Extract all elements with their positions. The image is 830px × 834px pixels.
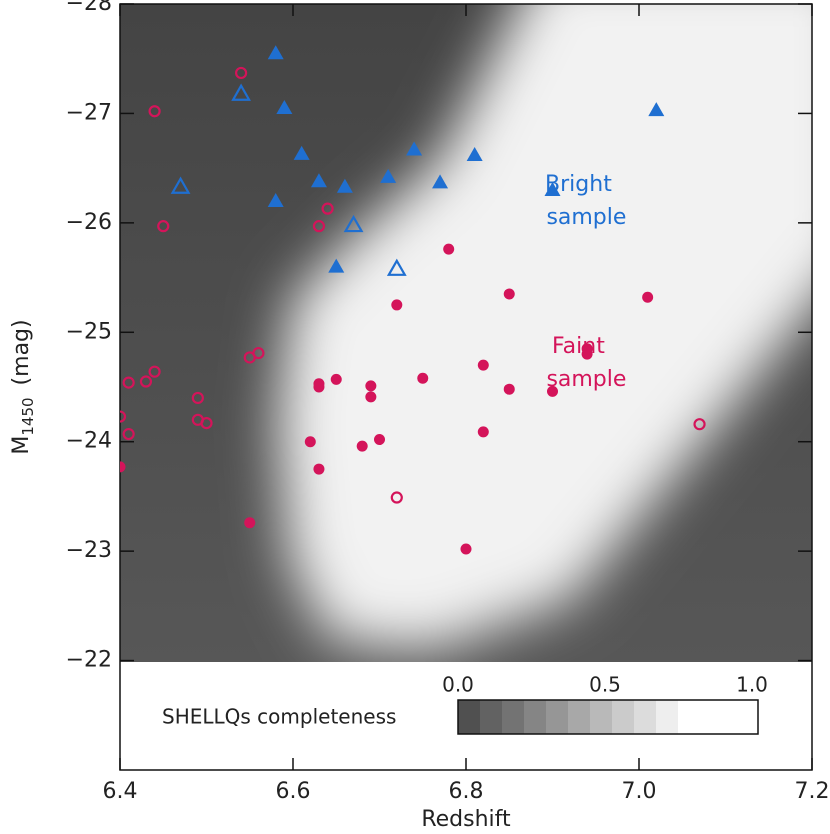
x-tick-label: 7.2 bbox=[795, 779, 830, 804]
circle-marker bbox=[122, 376, 135, 389]
colorbar-cell bbox=[458, 700, 481, 734]
circle-marker bbox=[547, 385, 558, 397]
colorbar-cell bbox=[700, 700, 723, 734]
colorbar-tick-label: 0.0 bbox=[442, 673, 474, 697]
y-label-unit: (mag) bbox=[9, 319, 34, 385]
circle-marker bbox=[148, 105, 161, 118]
circle-marker bbox=[477, 359, 489, 371]
triangle-marker bbox=[267, 45, 284, 60]
colorbar-cell bbox=[502, 700, 525, 734]
triangle-marker bbox=[336, 178, 353, 193]
circle-marker bbox=[374, 434, 385, 446]
triangle-marker bbox=[293, 145, 310, 160]
triangle-marker bbox=[328, 258, 345, 273]
circle-marker bbox=[391, 299, 403, 311]
completeness-map bbox=[120, 4, 812, 662]
x-tick-label: 7.0 bbox=[622, 779, 657, 804]
annotation: Faint bbox=[552, 334, 605, 359]
circle-marker bbox=[330, 373, 342, 385]
triangle-marker bbox=[432, 174, 449, 189]
y-tick-label: −22 bbox=[66, 648, 112, 673]
colorbar-cell bbox=[480, 700, 503, 734]
colorbar-tick-label: 1.0 bbox=[736, 673, 768, 697]
circle-marker bbox=[321, 202, 334, 215]
y-tick-label: −23 bbox=[66, 538, 112, 563]
circle-marker bbox=[244, 517, 256, 529]
colorbar-cell bbox=[524, 700, 547, 734]
colorbar-cell bbox=[656, 700, 679, 734]
circle-marker bbox=[191, 391, 204, 405]
triangle-marker bbox=[380, 168, 397, 183]
circle-marker bbox=[235, 66, 248, 80]
y-tick-label: −28 bbox=[66, 0, 112, 16]
circle-marker bbox=[313, 463, 325, 475]
triangle-marker bbox=[386, 258, 407, 276]
colorbar-cell bbox=[678, 700, 701, 734]
x-tick-label: 6.4 bbox=[103, 779, 138, 804]
y-label-main: M bbox=[9, 436, 34, 455]
circle-marker bbox=[417, 372, 429, 384]
colorbar-cell bbox=[722, 700, 758, 734]
circle-marker bbox=[460, 543, 472, 555]
circle-marker bbox=[581, 348, 593, 360]
circle-marker bbox=[365, 380, 377, 392]
circle-marker bbox=[200, 417, 213, 430]
triangle-marker bbox=[343, 214, 364, 233]
circle-marker bbox=[148, 365, 161, 378]
circle-marker bbox=[313, 381, 325, 393]
circle-marker bbox=[693, 418, 706, 431]
triangle-marker bbox=[276, 99, 293, 114]
y-tick-label: −24 bbox=[66, 429, 112, 454]
circle-marker bbox=[356, 440, 368, 452]
circle-marker bbox=[390, 491, 403, 504]
x-tick-label: 6.6 bbox=[276, 779, 311, 804]
colorbar-frame bbox=[457, 699, 759, 735]
colorbar-cell bbox=[634, 700, 657, 734]
y-tick-label: −27 bbox=[66, 100, 112, 125]
colorbar-cell bbox=[568, 700, 591, 734]
circle-marker bbox=[503, 383, 515, 395]
triangle-marker bbox=[170, 176, 191, 194]
colorbar-cell bbox=[590, 700, 613, 734]
colorbar-cell bbox=[546, 700, 569, 734]
circle-marker bbox=[477, 426, 489, 438]
triangle-marker bbox=[267, 192, 284, 207]
x-tick-label: 6.8 bbox=[449, 779, 484, 804]
y-axis-label: M1450 (mag) bbox=[9, 319, 37, 454]
triangle-marker bbox=[231, 83, 251, 101]
circle-marker bbox=[243, 351, 256, 364]
circle-marker bbox=[304, 436, 316, 448]
x-axis-label: Redshift bbox=[421, 807, 511, 832]
annotation: sample bbox=[546, 205, 626, 230]
colorbar-cell bbox=[612, 700, 635, 734]
circle-marker bbox=[139, 375, 153, 388]
circle-marker bbox=[312, 220, 326, 233]
points bbox=[120, 45, 706, 555]
triangle-marker bbox=[648, 102, 665, 117]
circle-marker bbox=[120, 461, 126, 473]
y-tick-label: −26 bbox=[66, 210, 112, 235]
triangle-marker bbox=[310, 173, 327, 188]
triangle-marker bbox=[406, 141, 423, 156]
circle-marker bbox=[503, 288, 515, 300]
annotation: sample bbox=[546, 367, 626, 392]
circle-marker bbox=[122, 427, 135, 441]
annotation: Bright bbox=[545, 172, 612, 197]
triangle-marker bbox=[544, 182, 561, 197]
circle-marker bbox=[157, 220, 170, 233]
colorbar bbox=[458, 700, 758, 734]
circle-marker bbox=[642, 291, 654, 303]
circle-marker bbox=[443, 243, 455, 255]
y-tick-label: −25 bbox=[66, 319, 112, 344]
circle-marker bbox=[120, 410, 127, 423]
y-label-sub: 1450 bbox=[19, 397, 37, 435]
circle-marker bbox=[365, 391, 377, 403]
colorbar-tick-label: 0.5 bbox=[589, 673, 621, 697]
colorbar-label: SHELLQs completeness bbox=[162, 705, 396, 729]
triangle-marker bbox=[466, 147, 483, 162]
